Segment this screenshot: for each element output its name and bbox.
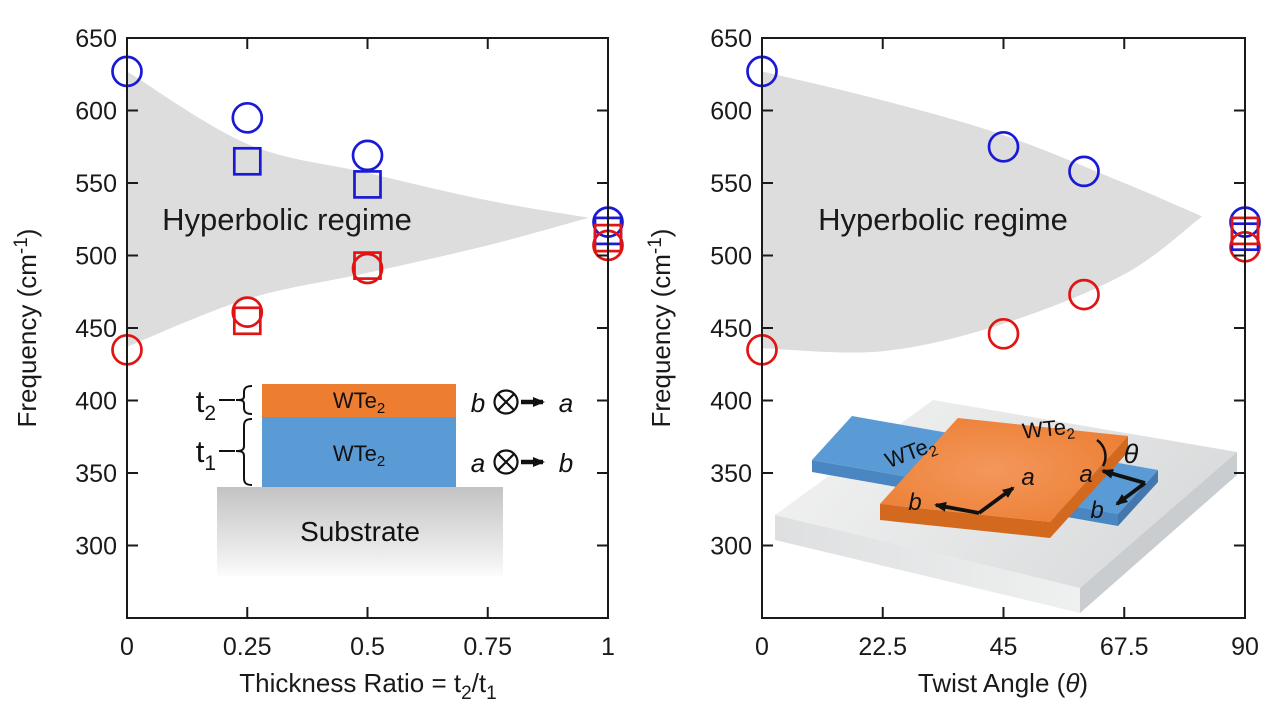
- inset-bilayer-diagram: WTe2 WTe2 Substrate t2 t1 b a a b: [196, 384, 573, 577]
- marker-red-squares: [232, 306, 262, 336]
- left-regime-annotation: Hyperbolic regime: [162, 202, 412, 237]
- marker-blue-circles: [351, 139, 384, 172]
- axis-into-page-icon: [493, 389, 519, 415]
- marker-blue-squares: [353, 170, 382, 199]
- blue-a-axis-arrow: [1101, 468, 1146, 485]
- y-tick-label: 600: [75, 98, 117, 126]
- bottom-layer-label: WTe2: [333, 441, 385, 470]
- axis-into-page-icon: [493, 449, 519, 475]
- hyperbolic-regime-shade: [127, 71, 589, 347]
- t2-brace: [235, 385, 253, 415]
- substrate-front-face: [775, 515, 1080, 613]
- left-panel-ticks: [126, 37, 609, 618]
- marker-red-circles: [351, 252, 384, 285]
- blue-flake-end-face: [1118, 470, 1158, 526]
- y-tick-label: 600: [710, 98, 752, 126]
- marker-blue-circles: [231, 101, 264, 134]
- marker-blue-circles: [987, 130, 1020, 163]
- x-tick-label: 0.25: [223, 633, 272, 661]
- x-tick-label: 22.5: [858, 633, 907, 661]
- right-panel-ticks: [761, 37, 1246, 618]
- thickness-t2-label: t2: [196, 384, 216, 425]
- right-x-axis-title: Twist Angle (θ): [918, 668, 1088, 698]
- top-wte2-layer: [262, 384, 456, 417]
- orange-b-axis-arrow: [934, 501, 980, 515]
- y-tick-label: 500: [75, 243, 117, 271]
- bottom-into-page-axis-label: a: [471, 448, 485, 478]
- y-tick-label: 300: [710, 533, 752, 561]
- inset-twist-diagram: WTe2 WTe2 θ a b a b: [775, 400, 1237, 613]
- top-arrow-axis-label: a: [559, 388, 573, 418]
- x-tick-label: 0.5: [350, 633, 385, 661]
- marker-blue-circles: [1068, 155, 1100, 188]
- substrate-right-face: [1080, 452, 1237, 613]
- y-tick-label: 650: [75, 25, 117, 53]
- x-tick-label: 45: [990, 633, 1018, 661]
- orange-a-axis-arrow: [977, 486, 1015, 515]
- y-tick-label: 550: [75, 170, 117, 198]
- substrate-label: Substrate: [300, 516, 420, 547]
- thickness-t1-label: t1: [196, 434, 216, 475]
- twist-angle-arc: [1096, 438, 1107, 467]
- y-tick-label: 500: [710, 243, 752, 271]
- orange-flake-right-face: [1050, 436, 1128, 538]
- marker-red-circles: [231, 296, 264, 328]
- top-layer-label: WTe2: [333, 388, 385, 417]
- orange-b-axis-label: b: [908, 489, 921, 516]
- x-tick-label: 0: [120, 633, 134, 661]
- orange-flake-front-face: [880, 504, 1050, 538]
- x-tick-label: 67.5: [1100, 633, 1149, 661]
- blue-b-axis-arrow: [1115, 481, 1147, 506]
- marker-blue-squares: [232, 146, 262, 176]
- left-y-axis-title: Frequency (cm-1): [11, 229, 42, 428]
- y-tick-label: 400: [710, 388, 752, 416]
- left-panel-shade-layer: [127, 71, 589, 347]
- left-panel-tick-labels: 0 0.25 0.5 0.75 1 650 600 550 500 450 400 350 300: [75, 25, 615, 661]
- orange-flake-top-face: [880, 418, 1128, 522]
- y-tick-label: 650: [710, 25, 752, 53]
- y-tick-label: 450: [75, 315, 117, 343]
- right-y-axis-title: Frequency (cm-1): [645, 229, 676, 428]
- orange-flake-label: WTe2: [1021, 413, 1076, 447]
- x-tick-label: 0.75: [463, 633, 512, 661]
- y-tick-label: 550: [710, 170, 752, 198]
- x-tick-label: 90: [1231, 633, 1259, 661]
- twist-angle-label: θ: [1124, 439, 1139, 469]
- y-tick-label: 400: [75, 388, 117, 416]
- top-into-page-axis-label: b: [471, 388, 485, 418]
- y-tick-label: 300: [75, 533, 117, 561]
- bottom-wte2-layer: [262, 417, 456, 487]
- x-tick-label: 0: [755, 633, 769, 661]
- marker-red-circles: [1068, 278, 1100, 311]
- marker-red-squares: [353, 251, 382, 280]
- t1-brace: [235, 418, 253, 486]
- marker-red-circles: [987, 317, 1020, 350]
- right-panel-tick-labels: 0 22.5 45 67.5 90 650 600 550 500 450 400 350 300: [710, 25, 1259, 661]
- y-tick-label: 350: [75, 460, 117, 488]
- orange-a-axis-label: a: [1021, 464, 1034, 491]
- y-tick-label: 450: [710, 315, 752, 343]
- bottom-arrow-axis-label: b: [559, 448, 573, 478]
- y-tick-label: 350: [710, 460, 752, 488]
- blue-b-axis-label: b: [1090, 497, 1103, 524]
- right-regime-annotation: Hyperbolic regime: [818, 202, 1068, 237]
- left-x-axis-title: Thickness Ratio = t2/t1: [239, 668, 496, 704]
- substrate-block: [217, 487, 503, 577]
- x-tick-label: 1: [601, 633, 615, 661]
- blue-a-axis-label: a: [1079, 461, 1092, 488]
